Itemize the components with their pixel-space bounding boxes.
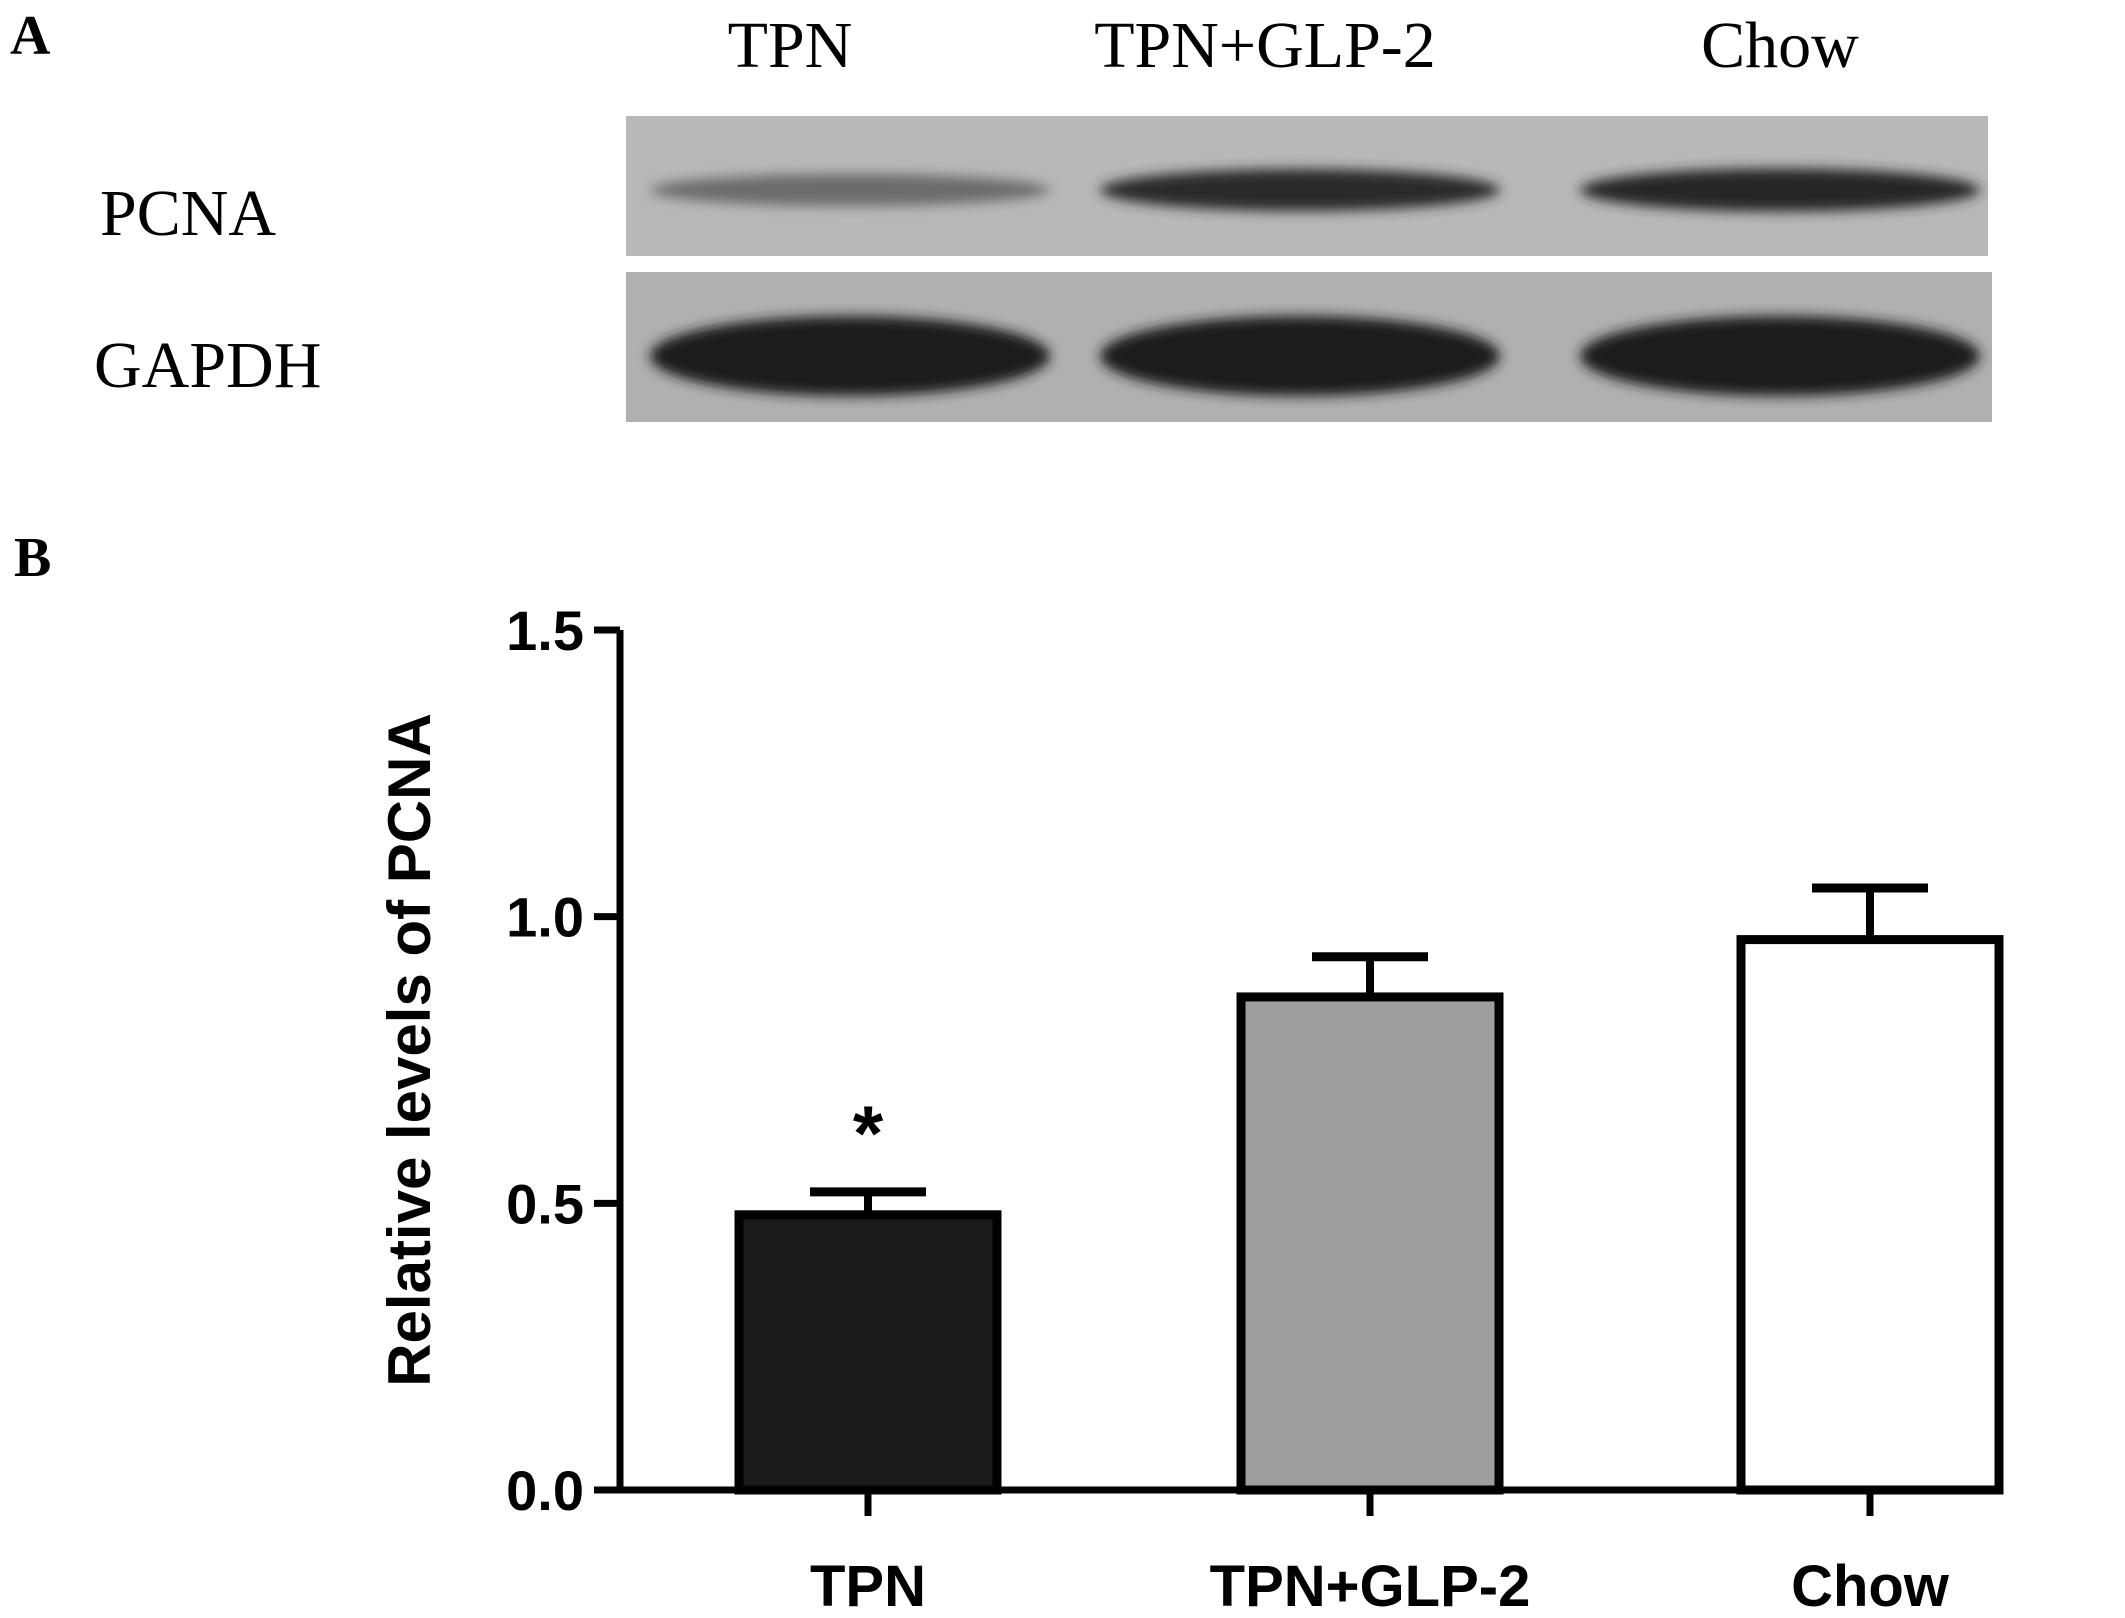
x-tick-label-1: TPN+GLP-2 [1210, 1554, 1531, 1618]
band-gapdh-1 [1100, 316, 1500, 396]
x-tick-label-0: TPN [810, 1554, 926, 1618]
band-pcna-2 [1580, 168, 1980, 212]
y-tick-label-2: 1.0 [506, 886, 584, 949]
significance-marker-0: * [853, 1089, 884, 1177]
lane-label-chow: Chow [1701, 9, 1859, 82]
y-tick-label-0: 0.0 [506, 1459, 584, 1522]
western-blot [626, 116, 1992, 422]
panel-a-label: A [10, 5, 51, 67]
bar-0 [734, 1210, 1002, 1495]
panel-b-label: B [14, 527, 52, 589]
lane-label-tpn: TPN [727, 9, 853, 82]
x-tick-label-2: Chow [1791, 1554, 1950, 1618]
band-gapdh-2 [1580, 316, 1980, 396]
lane-label-tpn-glp2: TPN+GLP-2 [1094, 9, 1436, 82]
band-pcna-1 [1100, 168, 1500, 212]
row-label-pcna: PCNA [100, 177, 277, 250]
y-axis-label: Relative levels of PCNA [376, 713, 443, 1387]
band-pcna-0 [650, 173, 1050, 207]
row-label-gapdh: GAPDH [94, 329, 322, 402]
bar-1 [1236, 992, 1504, 1495]
bar-2 [1736, 935, 2004, 1495]
y-tick-label-1: 0.5 [506, 1172, 584, 1235]
y-tick-label-3: 1.5 [506, 599, 584, 662]
band-gapdh-0 [650, 316, 1050, 396]
